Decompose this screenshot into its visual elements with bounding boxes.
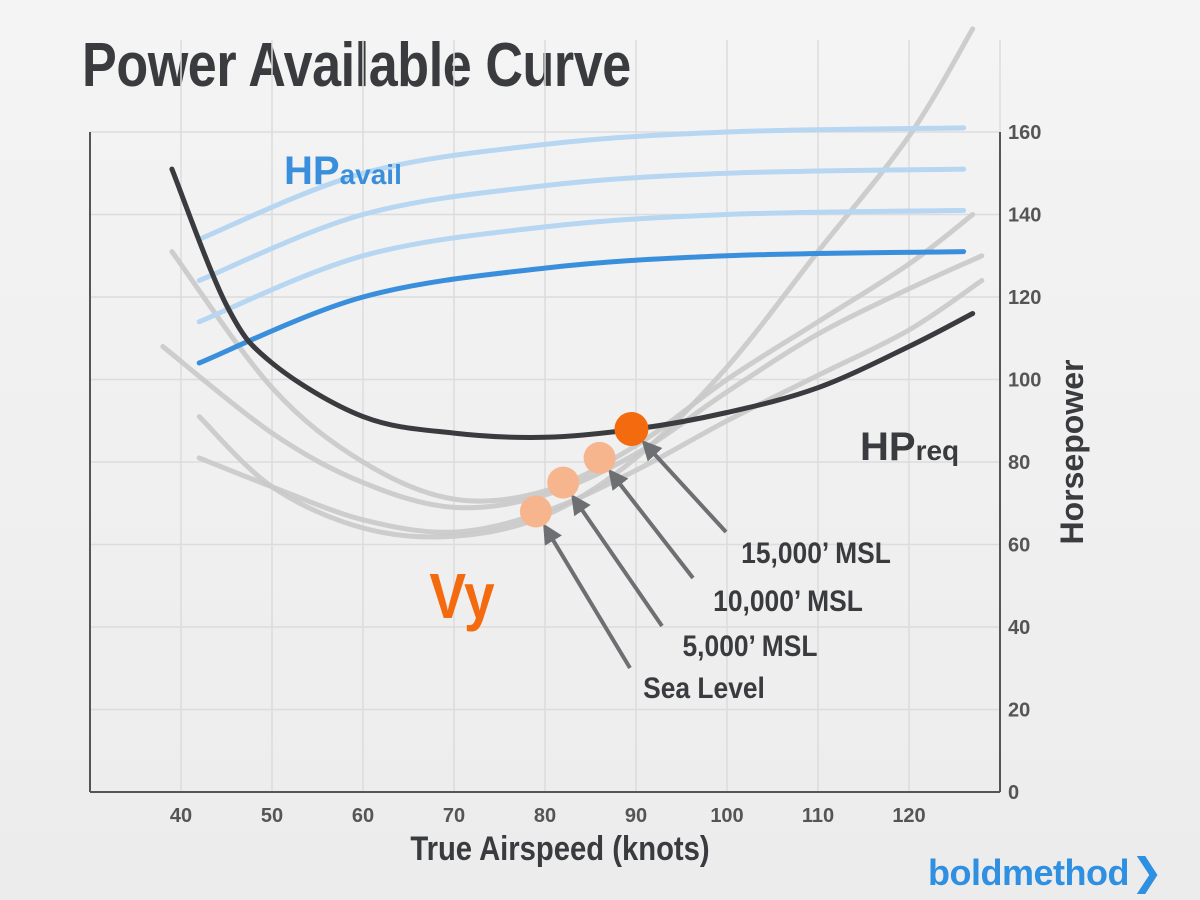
x-tick-label: 90 [625, 805, 647, 827]
y-tick-label: 140 [1008, 205, 1041, 227]
hp-available-line [196, 249, 967, 366]
hp-required-line [196, 26, 976, 540]
y-tick-label: 120 [1008, 287, 1041, 309]
y-axis-label: Horsepower [1054, 360, 1090, 545]
x-tick-label: 40 [170, 805, 192, 827]
hp-required-line [160, 253, 985, 511]
x-axis-label: True Airspeed (knots) [410, 829, 709, 868]
brand-logo: boldmethod❯ [928, 850, 1163, 895]
vy-arrow [641, 440, 728, 534]
chart-title: Power Available Curve [82, 31, 631, 100]
hpreq-main: HP [860, 425, 916, 469]
vy-arrow [608, 468, 695, 580]
x-tick-label: 120 [892, 805, 925, 827]
vy-arrow [571, 494, 664, 628]
vy-point [519, 495, 552, 528]
altitude-label: Sea Level [643, 670, 765, 704]
hpavail-label: HPavail [284, 149, 402, 193]
vy-point [583, 441, 616, 474]
x-tick-label: 100 [710, 805, 743, 827]
hpavail-sub: avail [340, 159, 402, 190]
brand-text: boldmethod [928, 852, 1129, 893]
hp-required-line [169, 166, 976, 440]
altitude-label: 10,000’ MSL [713, 583, 863, 617]
vy-arrow [543, 523, 632, 670]
hp-available-line [196, 125, 967, 242]
chevron-right-icon: ❯ [1130, 852, 1163, 894]
hpreq-label: HPreq [860, 425, 959, 469]
hp-required-line [196, 278, 985, 535]
x-tick-label: 110 [802, 805, 834, 827]
vy-point [547, 466, 580, 499]
vy-point [614, 412, 649, 446]
vy-label: Vy [429, 560, 494, 632]
hpreq-sub: req [916, 435, 960, 466]
altitude-label: 15,000’ MSL [741, 535, 891, 569]
y-tick-label: 0 [1008, 782, 1019, 804]
y-tick-label: 60 [1008, 535, 1030, 557]
x-tick-label: 70 [443, 805, 465, 827]
y-tick-label: 160 [1008, 122, 1041, 144]
x-tick-label: 80 [534, 805, 556, 827]
y-tick-label: 40 [1008, 617, 1030, 639]
y-tick-label: 20 [1008, 700, 1030, 722]
y-tick-label: 100 [1008, 370, 1041, 392]
x-tick-label: 60 [352, 805, 374, 827]
x-tick-label: 50 [261, 805, 283, 827]
hpavail-main: HP [284, 149, 340, 193]
hp-available-line [196, 207, 967, 325]
hp-available-line [196, 166, 967, 283]
altitude-label: 5,000’ MSL [683, 628, 818, 662]
y-tick-label: 80 [1008, 452, 1030, 474]
